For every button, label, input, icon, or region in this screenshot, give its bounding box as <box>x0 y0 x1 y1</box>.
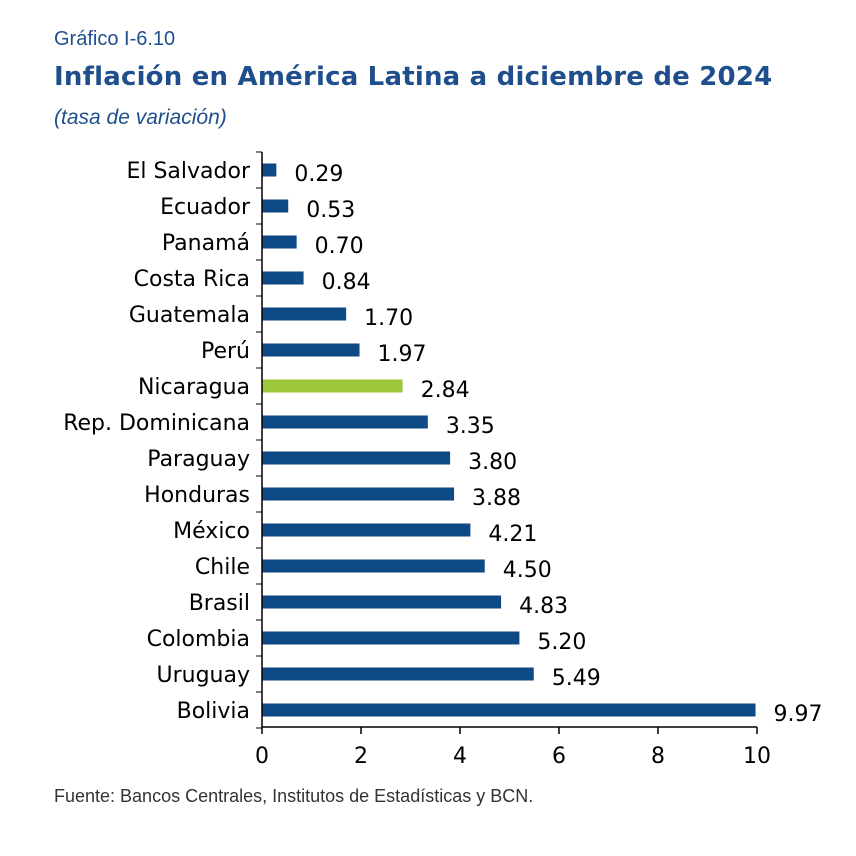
data-label: 4.50 <box>503 558 552 583</box>
bar-chart: El Salvador 0.29 Ecuador 0.53 Panamá 0.70 Cost… <box>63 151 823 769</box>
figure-label: Gráfico I-6.10 <box>54 28 176 50</box>
data-label: 3.80 <box>468 450 517 475</box>
category-label: Rep. Dominicana <box>63 411 250 436</box>
data-label: 3.88 <box>472 486 521 511</box>
data-label: 2.84 <box>421 378 470 403</box>
x-tick-label: 10 <box>743 744 771 769</box>
data-label: 9.97 <box>774 702 823 727</box>
bar <box>262 595 502 609</box>
category-label: Costa Rica <box>134 267 250 292</box>
data-label: 3.35 <box>446 414 495 439</box>
category-label: Nicaragua <box>138 375 250 400</box>
category-label: Ecuador <box>160 195 251 220</box>
bar <box>262 667 534 681</box>
category-label: Perú <box>201 339 250 364</box>
data-label: 5.49 <box>552 666 601 691</box>
category-label: Colombia <box>147 627 250 652</box>
x-tick-label: 2 <box>354 744 368 769</box>
category-label: El Salvador <box>126 159 250 184</box>
category-label: Brasil <box>189 591 250 616</box>
category-label: Uruguay <box>157 663 251 688</box>
data-label: 5.20 <box>537 630 586 655</box>
data-label: 0.70 <box>315 234 364 259</box>
data-label: 0.29 <box>294 162 343 187</box>
bar <box>262 523 471 537</box>
category-label: México <box>173 519 250 544</box>
x-tick-label: 4 <box>453 744 467 769</box>
x-tick-label: 6 <box>552 744 566 769</box>
bar <box>262 163 277 177</box>
bar <box>262 703 756 717</box>
data-label: 4.21 <box>488 522 537 547</box>
category-label: Panamá <box>162 231 250 256</box>
bar <box>262 487 455 501</box>
bar <box>262 271 304 285</box>
data-label: 0.53 <box>306 198 355 223</box>
bar <box>262 343 360 357</box>
chart-title: Inflación en América Latina a diciembre … <box>54 62 773 92</box>
bar <box>262 379 403 393</box>
bar <box>262 235 297 249</box>
bar <box>262 415 428 429</box>
bar <box>262 199 289 213</box>
source-note: Fuente: Bancos Centrales, Institutos de … <box>54 786 534 806</box>
category-label: Honduras <box>144 483 250 508</box>
x-tick-label: 0 <box>255 744 269 769</box>
data-label: 0.84 <box>322 270 371 295</box>
category-label: Bolivia <box>177 699 250 724</box>
category-label: Guatemala <box>129 303 250 328</box>
bar <box>262 559 485 573</box>
bar <box>262 307 347 321</box>
category-label: Paraguay <box>147 447 250 472</box>
bar <box>262 631 520 645</box>
data-label: 1.97 <box>378 342 427 367</box>
chart-subtitle: (tasa de variación) <box>54 106 227 129</box>
data-label: 1.70 <box>364 306 413 331</box>
bar <box>262 451 451 465</box>
data-label: 4.83 <box>519 594 568 619</box>
category-label: Chile <box>195 555 250 580</box>
x-tick-label: 8 <box>651 744 665 769</box>
